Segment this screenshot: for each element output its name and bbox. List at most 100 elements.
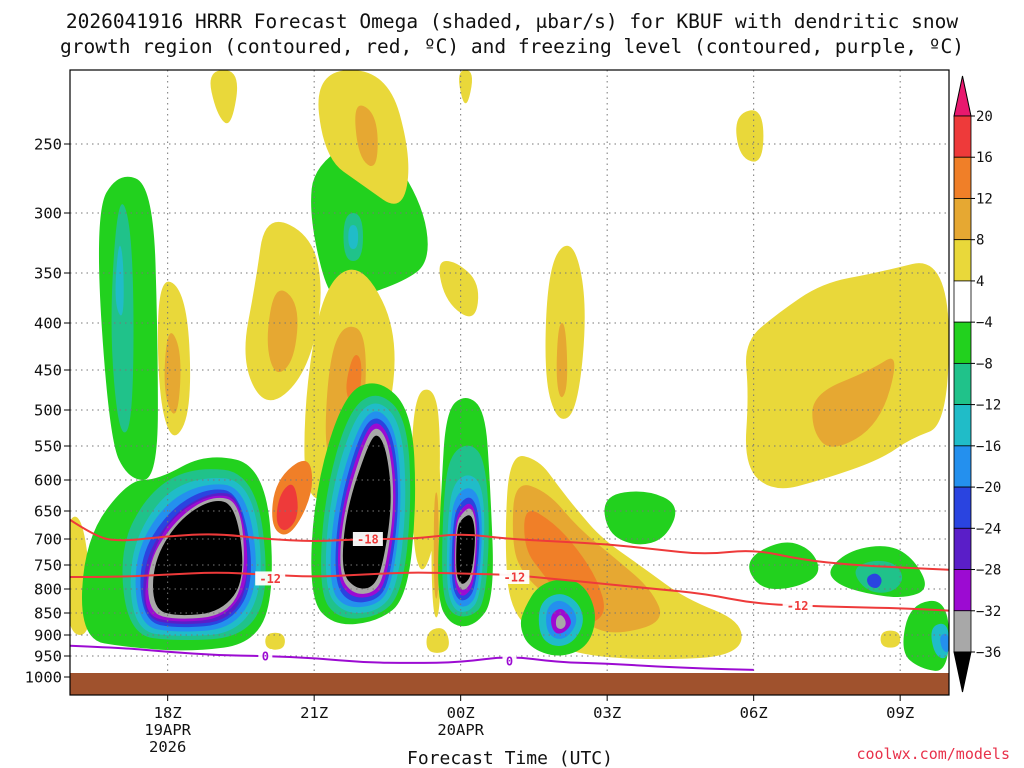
y-tick-label-350: 350: [34, 265, 62, 283]
omega-yellow-pre00: [439, 261, 479, 317]
y-tick-label-550: 550: [34, 438, 62, 456]
contour-label-0: -18: [357, 533, 379, 547]
omega-tan-mid2: [267, 290, 298, 373]
plot-frame: [69, 69, 950, 696]
pressure-axis: 250 300 350 400 450 500 550 600 650 700 750 800 850 9…: [25, 136, 70, 687]
colorbar-swatch-0: [953, 115, 972, 158]
omega-cyan-upper-left: [115, 245, 124, 316]
omega-tan-thin-col: [433, 492, 439, 599]
contour-label-1: -12: [259, 572, 281, 586]
colorbar-label-8: −16: [976, 439, 1001, 455]
y-tick-label-400: 400: [34, 315, 62, 333]
contour-dgz-top: [70, 518, 949, 571]
omega-black-lower-left: [153, 501, 243, 616]
colorbar: 20 16 12 8 4 −4 −8 −12 −16 −20 −24 −28 −32 −36: [953, 75, 1001, 693]
colorbar-swatch-1: [953, 156, 972, 199]
contour-label-bg-5: [502, 654, 517, 669]
x-tick-label-06Z-0: 06Z: [740, 704, 768, 722]
contour-label-2: -12: [504, 571, 526, 585]
colorbar-label-5: −4: [976, 315, 993, 331]
omega-yellow-00Z-top: [459, 70, 473, 104]
x-tick-label-18Z-2: 2026: [149, 738, 186, 756]
colorbar-swatch-12: [953, 610, 972, 653]
colorbar-top-triangle: [953, 75, 972, 117]
y-tick-label-450: 450: [34, 362, 62, 380]
colorbar-label-2: 12: [976, 191, 993, 207]
contour-label-3: -12: [787, 599, 809, 613]
omega-tan-tall: [556, 323, 568, 398]
chart-title-line2: growth region (contoured, red, ºC) and f…: [60, 35, 964, 58]
omega-green-blob5: [604, 491, 676, 545]
y-tick-label-250: 250: [34, 136, 62, 154]
contour-label-bg-0: [352, 532, 383, 546]
omega-yellow-right: [745, 263, 949, 489]
colorbar-swatch-10: [953, 527, 972, 570]
omega-teal-upper-left: [111, 204, 134, 433]
colorbar-swatch-3: [953, 239, 972, 282]
x-tick-label-00Z-1: 20APR: [437, 721, 484, 739]
colorbar-label-11: −28: [976, 563, 1001, 579]
contour-freezing-level: [70, 644, 754, 671]
y-tick-label-800: 800: [34, 581, 62, 599]
contour-label-bg-1: [255, 571, 286, 586]
x-tick-label-18Z-0: 18Z: [154, 704, 182, 722]
omega-gray-blob4: [555, 615, 566, 629]
omega-black-black2: [342, 435, 391, 589]
y-tick-label-500: 500: [34, 402, 62, 420]
colorbar-swatch-2: [953, 198, 972, 241]
omega-green-blob6: [749, 542, 819, 589]
colorbar-label-7: −12: [976, 398, 1001, 414]
y-tick-label-950: 950: [34, 648, 62, 666]
colorbar-swatch-5: [953, 321, 972, 364]
omega-blue-blob8: [940, 633, 949, 653]
y-tick-label-300: 300: [34, 205, 62, 223]
contour-label-bg-4: [258, 649, 273, 663]
y-tick-label-700: 700: [34, 531, 62, 549]
x-tick-label-21Z-0: 21Z: [300, 704, 328, 722]
contour-label-bg-2: [499, 570, 530, 584]
contour-label-bg-3: [782, 598, 813, 613]
colorbar-swatch-7: [953, 404, 972, 447]
omega-shading: [70, 70, 949, 671]
omega-yellow-small3: [426, 628, 449, 653]
colorbar-label-6: −8: [976, 356, 993, 372]
contour-labels: -18 -12 -12 -12 0 0: [255, 532, 813, 669]
contour-label-4: 0: [262, 650, 269, 664]
colorbar-label-3: 8: [976, 233, 984, 249]
colorbar-bottom-triangle: [953, 651, 972, 693]
y-tick-label-650: 650: [34, 503, 62, 521]
x-tick-label-09Z-0: 09Z: [886, 704, 914, 722]
colorbar-swatch-4: [953, 280, 972, 323]
x-axis-title: Forecast Time (UTC): [407, 748, 613, 768]
colorbar-label-0: 20: [976, 109, 993, 125]
colorbar-swatch-8: [953, 445, 972, 488]
colorbar-label-10: −24: [976, 521, 1001, 537]
contour-label-5: 0: [506, 655, 513, 669]
y-tick-label-1000: 1000: [25, 669, 62, 687]
colorbar-swatch-9: [953, 486, 972, 529]
omega-tan-top-right: [355, 105, 378, 167]
x-tick-label-00Z-0: 00Z: [447, 704, 475, 722]
y-tick-label-850: 850: [34, 605, 62, 623]
colorbar-label-12: −32: [976, 604, 1001, 620]
chart-title-line1: 2026041916 HRRR Forecast Omega (shaded, …: [66, 10, 958, 33]
credit-label: coolwx.com/models: [856, 745, 1010, 763]
colorbar-label-13: −36: [976, 645, 1001, 661]
omega-cyan-mid: [348, 225, 359, 249]
omega-yellow-06Z-top: [736, 110, 764, 162]
omega-yellow-small1: [265, 632, 285, 650]
colorbar-swatch-11: [953, 569, 972, 612]
omega-navy-blob7: [866, 573, 882, 589]
omega-tan-mid-left: [164, 333, 181, 414]
colorbar-label-4: 4: [976, 274, 984, 290]
x-tick-label-03Z-0: 03Z: [593, 704, 621, 722]
omega-tan-right: [812, 358, 895, 447]
omega-yellow-small2: [880, 630, 901, 648]
x-tick-label-18Z-1: 19APR: [144, 721, 191, 739]
y-tick-label-900: 900: [34, 627, 62, 645]
colorbar-label-9: −20: [976, 480, 1001, 496]
omega-red-mid4: [276, 484, 298, 531]
ground-surface: [70, 673, 949, 695]
